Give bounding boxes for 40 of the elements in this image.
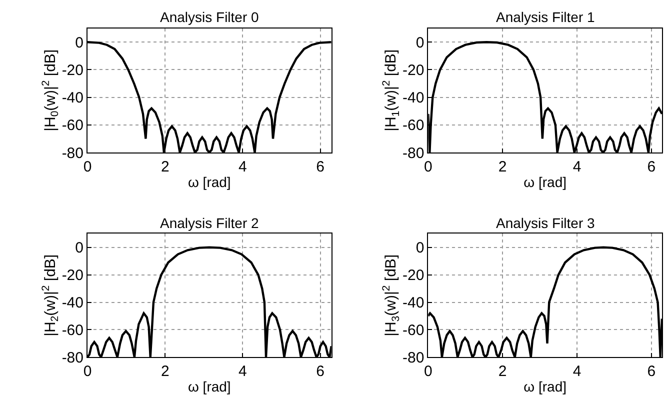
y-tick-label: -40 [62, 294, 84, 312]
y-tick-label: -40 [62, 90, 84, 107]
x-tick-label: 6 [647, 363, 656, 380]
x-tick-label: 4 [572, 158, 582, 176]
y-tick-label: -60 [62, 117, 84, 134]
chart-title: Analysis Filter 1 [496, 9, 596, 25]
y-tick-label: -40 [402, 294, 424, 312]
x-tick-label: 2 [498, 363, 507, 380]
y-tick-label: 0 [75, 240, 84, 257]
x-tick-label: 6 [316, 363, 325, 380]
y-tick-label: -20 [402, 62, 424, 79]
y-tick-label: 0 [416, 34, 424, 52]
x-axis-title: ω [rad] [188, 174, 231, 190]
y-tick-label: -80 [62, 349, 84, 366]
chart-title: Analysis Filter 2 [160, 215, 260, 231]
x-tick-label: 6 [316, 158, 325, 176]
chart-title: Analysis Filter 3 [496, 215, 596, 231]
y-tick-label: -80 [402, 349, 424, 366]
x-tick-label: 2 [160, 363, 170, 380]
y-tick-label: -80 [402, 144, 424, 162]
y-tick-label: 0 [75, 34, 84, 52]
y-tick-label: -20 [402, 267, 424, 284]
y-tick-label: -40 [402, 90, 424, 107]
y-tick-label: -20 [62, 62, 84, 79]
x-axis-title: ω [rad] [188, 378, 231, 394]
x-tick-label: 4 [238, 158, 247, 176]
x-axis-title: ω [rad] [524, 174, 566, 190]
y-tick-label: 0 [416, 240, 424, 257]
x-tick-label: 4 [238, 363, 247, 380]
x-tick-label: 4 [572, 363, 582, 380]
chart-title: Analysis Filter 0 [160, 9, 260, 25]
y-tick-label: -60 [402, 322, 424, 339]
x-axis-title: ω [rad] [524, 378, 566, 394]
x-tick-label: 6 [647, 158, 656, 176]
x-tick-label: 2 [160, 158, 170, 176]
y-tick-label: -20 [62, 267, 84, 284]
x-tick-label: 2 [498, 158, 507, 176]
y-tick-label: -60 [62, 322, 84, 339]
y-tick-label: -60 [402, 117, 424, 134]
y-tick-label: -80 [62, 144, 84, 162]
